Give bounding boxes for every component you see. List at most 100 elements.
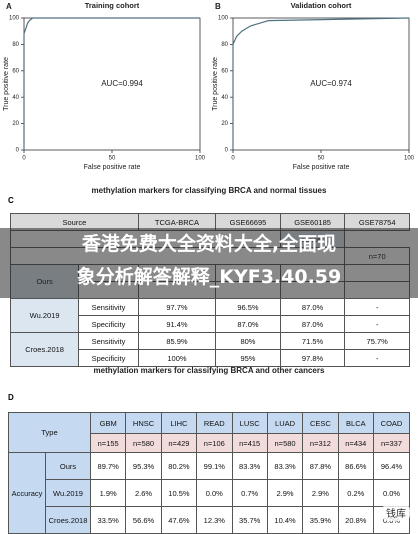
table-cell: Sensitivity (78, 298, 139, 316)
y-tick-label: 100 (9, 16, 20, 22)
y-tick-label: 40 (221, 95, 228, 101)
table-cell: BLCA (337, 412, 375, 434)
table-cell: GSE66695 (215, 213, 281, 231)
table-cell: 47.6% (160, 506, 198, 534)
annotation: AUC=0.974 (310, 79, 352, 88)
table-cell: 100% (137, 349, 217, 367)
table-cell: n=337 (373, 433, 410, 453)
table-row: Wu.2019 Sensitivity 97.7% 96.5% 87.0% - (9, 298, 410, 333)
table-cell: n=155 (89, 433, 127, 453)
table-cell: COAD (373, 412, 410, 434)
table-cell: 80% (215, 332, 281, 350)
table-cell: 10.5% (160, 479, 198, 507)
annotation: AUC=0.994 (101, 79, 143, 88)
overlay-text: 香港免费大全资料大全,全面现 (81, 233, 337, 255)
table-cell: 87.8% (302, 452, 339, 480)
y-tick-label: 100 (218, 16, 229, 22)
table-title: methylation markers for classifying BRCA… (93, 366, 325, 375)
y-tick-label: 80 (12, 42, 19, 48)
table-cell: 95.3% (125, 452, 162, 480)
x-tick-label: 0 (231, 156, 235, 162)
table-row: Wu.2019 1.9% 2.6% 10.5% 0.0% 0.7% 2.9% 2.9% 0.2%… (9, 479, 410, 507)
x-tick-label: 50 (109, 156, 116, 162)
watermark: 钱库 (382, 504, 410, 521)
table-cell: 80.2% (160, 452, 198, 480)
table-cell: - (344, 349, 410, 367)
y-tick-label: 0 (16, 148, 20, 154)
table-cell: - (344, 298, 410, 316)
table-cell: 95% (215, 349, 281, 367)
table-cell: 96.4% (373, 452, 410, 480)
table-cell: 56.6% (125, 506, 162, 534)
y-tick-label: 20 (12, 121, 19, 127)
x-tick-label: 50 (318, 156, 325, 162)
table-cell: 2.6% (125, 479, 162, 507)
table-cell: Type (8, 412, 91, 453)
table-cell: 71.5% (279, 332, 346, 350)
table-cell: Accuracy (8, 452, 46, 534)
y-axis-label: True positive rate (3, 57, 10, 111)
table-cell: 83.3% (266, 452, 304, 480)
table-cell: 85.9% (137, 332, 217, 350)
table-cell: 10.4% (266, 506, 304, 534)
panel-label: B (215, 2, 221, 11)
y-tick-label: 60 (221, 68, 228, 74)
table-cell: 87.0% (215, 315, 281, 333)
table-cell: CESC (302, 412, 339, 434)
table-cell: 87.0% (279, 298, 346, 316)
table-cell: 0.2% (337, 479, 375, 507)
panel-label: D (8, 393, 14, 402)
y-axis-label: True positive rate (212, 57, 219, 111)
chart-title: Validation cohort (291, 1, 352, 10)
table-cell: GSE60185 (279, 213, 346, 231)
table-cell: 0.7% (231, 479, 268, 507)
table-cell: LUSC (231, 412, 268, 434)
table-cell: n=429 (160, 433, 198, 453)
x-tick-label: 100 (404, 156, 415, 162)
roc-curve (232, 17, 410, 150)
y-tick-label: 0 (225, 148, 229, 154)
table-cell: n=434 (337, 433, 375, 453)
table-cell: Ours (45, 452, 91, 480)
table-cell: 2.9% (302, 479, 339, 507)
table-row: n=155 n=580 n=429 n=106 n=415 n=580 n=312 n=434… (9, 433, 410, 453)
roc-curve (23, 17, 200, 150)
y-tick-label: 20 (221, 121, 228, 127)
table-row: Type GBM HNSC LIHC READ LUSC LUAD CESC BLCA COAD (8, 412, 410, 453)
chart-title: Training cohort (85, 1, 140, 10)
y-tick-label: 40 (12, 95, 19, 101)
table-row: Accuracy Ours 89.7% 95.3% 80.2% 99.1% 83.3% 83.… (8, 452, 410, 534)
table-cell: n=415 (231, 433, 268, 453)
table-cell: 0.0% (196, 479, 233, 507)
table-row: Croes.2018 33.5% 56.6% 47.6% 12.3% 35.7% 10.4%… (9, 506, 410, 534)
overlay-text: 象分析解答解释_KYF3.40.59 (76, 266, 342, 288)
x-tick-label: 0 (22, 156, 26, 162)
table-cell: 75.7% (344, 332, 410, 350)
x-tick-label: 100 (195, 156, 206, 162)
table-row: Croes.2018 Sensitivity 85.9% 80% 71.5% 75.7% (9, 332, 410, 367)
table-cell: 2.9% (266, 479, 304, 507)
table-cell: LIHC (160, 412, 198, 434)
table-cell: - (344, 315, 410, 333)
table-cell: Croes.2018 (9, 332, 80, 367)
table-cell: 97.7% (137, 298, 217, 316)
table-cell: n=580 (266, 433, 304, 453)
table-cell: 97.8% (279, 349, 346, 367)
table-cell: Specificity (78, 349, 139, 367)
table-cell: Wu.2019 (9, 298, 80, 333)
y-tick-label: 80 (221, 42, 228, 48)
table-cell: 87.0% (279, 315, 346, 333)
table-cell: 91.4% (137, 315, 217, 333)
table-cell: Source (10, 213, 139, 231)
table-cell: 86.6% (337, 452, 375, 480)
table-cell: 96.5% (215, 298, 281, 316)
table-cell: 99.1% (196, 452, 233, 480)
overlay-banner: 香港免费大全资料大全,全面现 象分析解答解释_KYF3.40.59 (0, 228, 418, 298)
table-cell: 83.3% (231, 452, 268, 480)
table-cell: 20.8% (337, 506, 375, 534)
table-row: Source TCGA-BRCA GSE66695 GSE60185 GSE78754 (10, 213, 410, 231)
table-cell: LUAD (266, 412, 304, 434)
table-cell: 35.9% (302, 506, 339, 534)
panel-label: C (8, 196, 14, 205)
